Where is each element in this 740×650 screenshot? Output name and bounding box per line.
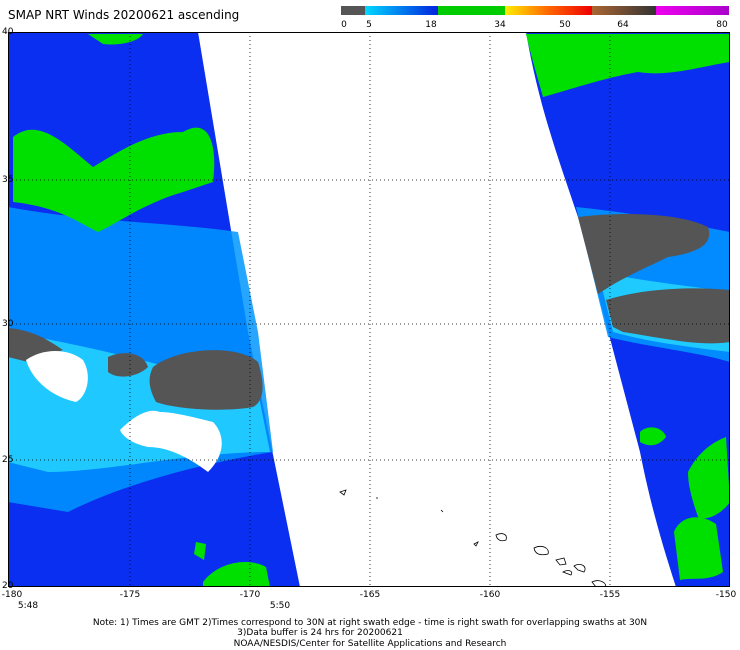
lon-label: -150 — [715, 590, 737, 600]
lon-label: -170 — [239, 590, 261, 600]
wind-map — [8, 32, 730, 587]
lat-label: 35 — [2, 175, 14, 185]
lon-label: -165 — [359, 590, 381, 600]
map-frame — [8, 32, 730, 587]
right-swath-green-patch — [688, 437, 730, 519]
colorbar-label: 80 — [716, 20, 728, 30]
chart-title: SMAP NRT Winds 20200621 ascending — [8, 8, 240, 22]
left-swath-green-patch — [88, 34, 143, 45]
colorbar-label: 34 — [494, 20, 506, 30]
right-swath-calm-patch — [606, 288, 730, 344]
right-swath-green-patch — [674, 517, 723, 580]
colorbar-storm-segment — [505, 6, 592, 15]
left-swath-green-patch — [194, 542, 206, 560]
lat-label: 30 — [2, 319, 14, 329]
colorbar-strong-segment — [438, 6, 505, 15]
credit-line: NOAA/NESDIS/Center for Satellite Applica… — [233, 639, 507, 649]
colorbar-label: 5 — [366, 20, 372, 30]
colorbar-label: 64 — [617, 20, 629, 30]
left-swath-calm-patch — [108, 353, 148, 377]
note-line: Note: 1) Times are GMT 2)Times correspon… — [92, 618, 648, 628]
lat-label: 20 — [2, 581, 14, 591]
colorbar-violent-segment — [592, 6, 656, 15]
hawaii-islands — [339, 489, 607, 587]
colorbar-light-segment — [365, 6, 438, 15]
lon-label: -180 — [1, 590, 23, 600]
swath-time-label: 5:48 — [17, 601, 39, 611]
wind-speed-colorbar — [341, 6, 729, 15]
right-swath-green-patch — [640, 427, 666, 446]
colorbar-label: 0 — [341, 20, 347, 30]
lon-label: -160 — [479, 590, 501, 600]
swath-time-label: 5:50 — [269, 601, 291, 611]
lat-label: 25 — [2, 455, 14, 465]
right-swath-green-patch — [526, 34, 730, 97]
lat-label: 40 — [2, 27, 14, 37]
lat-lon-grid — [8, 32, 730, 587]
left-swath-green-patch — [13, 127, 215, 232]
left-swath-nodata — [120, 410, 222, 472]
colorbar-label: 18 — [425, 20, 437, 30]
lon-label: -175 — [119, 590, 141, 600]
note-line: 3)Data buffer is 24 hrs for 20200621 — [237, 628, 403, 638]
left-swath-green-patch — [203, 562, 270, 587]
lon-label: -155 — [599, 590, 621, 600]
left-swath-calm-patch — [149, 350, 263, 410]
left-swath-nodata — [26, 351, 88, 402]
colorbar-calm-segment — [341, 6, 365, 15]
colorbar-label: 50 — [559, 20, 571, 30]
colorbar-hurricane-segment — [656, 6, 729, 15]
right-swath-calm-patch — [578, 214, 710, 294]
